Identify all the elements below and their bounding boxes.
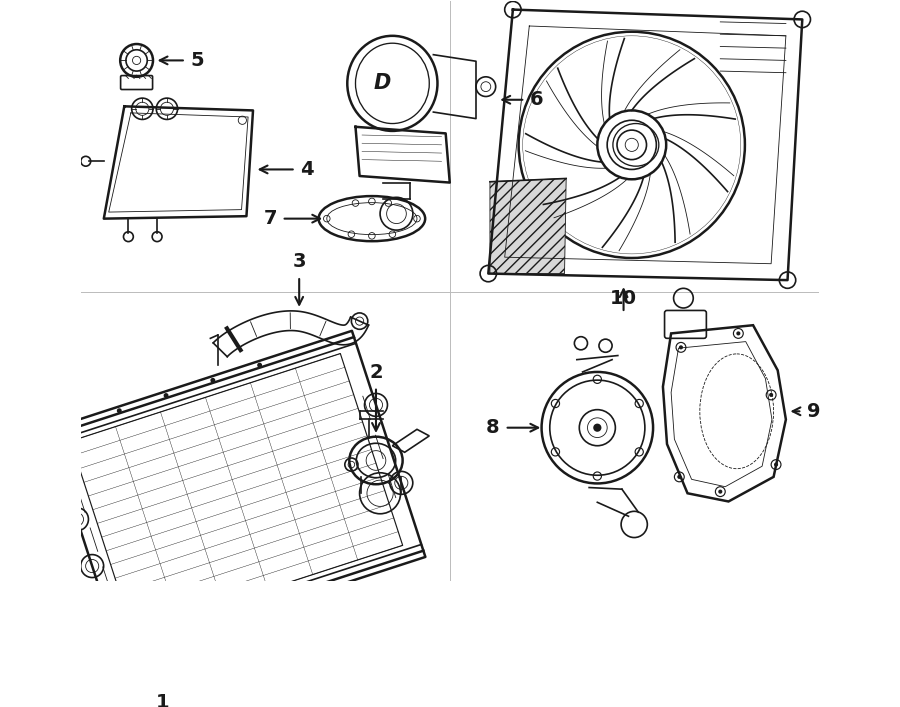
Circle shape: [770, 393, 773, 397]
Text: 5: 5: [191, 51, 204, 70]
Text: 8: 8: [486, 419, 500, 437]
Text: 10: 10: [610, 289, 637, 308]
Circle shape: [593, 423, 601, 432]
Text: 7: 7: [264, 209, 277, 228]
Text: 9: 9: [807, 402, 821, 421]
Text: 1: 1: [156, 694, 169, 707]
Text: 6: 6: [530, 90, 544, 110]
Circle shape: [718, 489, 723, 493]
Text: 4: 4: [301, 160, 314, 179]
Circle shape: [117, 408, 122, 413]
Text: 3: 3: [292, 252, 306, 271]
Text: D: D: [374, 74, 392, 93]
Circle shape: [211, 378, 215, 382]
Circle shape: [678, 475, 681, 479]
Circle shape: [679, 345, 683, 349]
Circle shape: [257, 363, 262, 368]
Text: 2: 2: [369, 363, 382, 382]
Polygon shape: [490, 178, 566, 274]
Circle shape: [164, 393, 168, 398]
Circle shape: [736, 332, 741, 335]
Circle shape: [774, 462, 778, 467]
Circle shape: [70, 423, 75, 428]
